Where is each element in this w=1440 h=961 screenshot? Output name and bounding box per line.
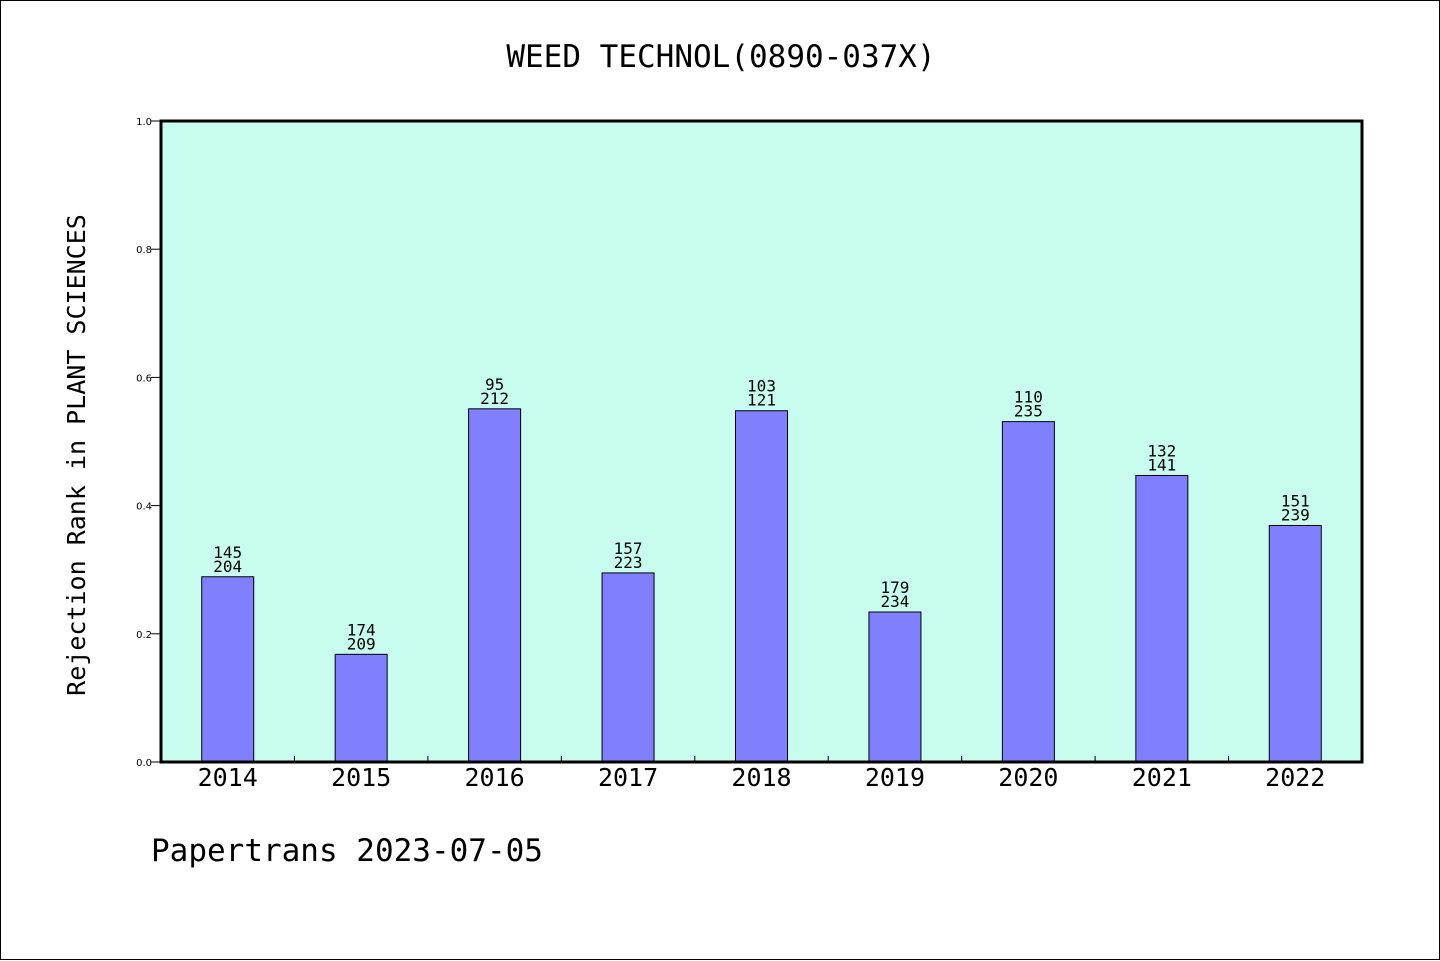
x-tick-label-2021: 2021 xyxy=(1132,763,1192,792)
bar-label-bottom-2018: 121 xyxy=(747,391,776,410)
bar-2020 xyxy=(1001,421,1055,763)
x-tick-label-2015: 2015 xyxy=(331,763,391,792)
footer-credit: Papertrans 2023-07-05 xyxy=(151,833,543,869)
y-tick-label-0: 0.0 xyxy=(136,758,152,769)
plot-border xyxy=(159,119,1364,764)
bar-label-bottom-2014: 204 xyxy=(213,557,242,576)
bar-label-bottom-2022: 239 xyxy=(1281,505,1310,524)
x-tick-label-2016: 2016 xyxy=(465,763,525,792)
bar-label-bottom-2015: 209 xyxy=(347,634,376,653)
y-axis-label: Rejection Rank in PLANT SCIENCES xyxy=(62,214,91,696)
y-tick-label-3: 0.6 xyxy=(136,373,152,384)
bar-label-top-2018: 103 xyxy=(747,377,776,396)
y-tick-label-5: 1.0 xyxy=(136,117,152,128)
bar-2015 xyxy=(334,653,388,763)
bar-label-top-2021: 132 xyxy=(1147,441,1176,460)
bar-2017 xyxy=(601,572,655,763)
y-tick-label-1: 0.2 xyxy=(136,630,152,641)
bar-2018 xyxy=(735,410,788,763)
bar-label-top-2020: 110 xyxy=(1014,388,1043,407)
bar-label-top-2016: 95 xyxy=(485,375,504,394)
x-tick-label-2017: 2017 xyxy=(598,763,658,792)
bar-2021 xyxy=(1135,474,1189,763)
y-tick-label-4: 0.8 xyxy=(136,245,152,256)
ticks-layer: 2014 2015 2016 2017 2018 2019 2020 2021 2022 0.0 0… xyxy=(136,117,1325,792)
bar-label-top-2017: 157 xyxy=(614,539,643,558)
bar-label-bottom-2021: 141 xyxy=(1147,455,1176,474)
x-tick-label-2014: 2014 xyxy=(198,763,258,792)
bar-label-top-2014: 145 xyxy=(213,543,242,562)
x-tick-label-2018: 2018 xyxy=(731,763,791,792)
bar-label-top-2022: 151 xyxy=(1281,491,1310,510)
bar-label-bottom-2020: 235 xyxy=(1014,402,1043,421)
bar-label-top-2015: 174 xyxy=(347,620,376,639)
x-tick-label-2022: 2022 xyxy=(1265,763,1325,792)
bar-2022 xyxy=(1268,524,1322,763)
bars-layer: 1452041742099521215722310312117923411023… xyxy=(201,375,1322,763)
bar-2019 xyxy=(868,611,922,763)
y-tick-label-2: 0.4 xyxy=(136,502,152,513)
chart-title: WEED TECHNOL(0890-037X) xyxy=(506,39,935,75)
bar-2016 xyxy=(468,408,522,763)
bar-2014 xyxy=(201,576,255,763)
bar-label-bottom-2016: 212 xyxy=(480,389,509,408)
bar-label-bottom-2019: 234 xyxy=(880,592,909,611)
bar-label-bottom-2017: 223 xyxy=(614,553,643,572)
bar-label-top-2019: 179 xyxy=(880,578,909,597)
x-tick-label-2019: 2019 xyxy=(865,763,925,792)
x-tick-label-2020: 2020 xyxy=(998,763,1058,792)
